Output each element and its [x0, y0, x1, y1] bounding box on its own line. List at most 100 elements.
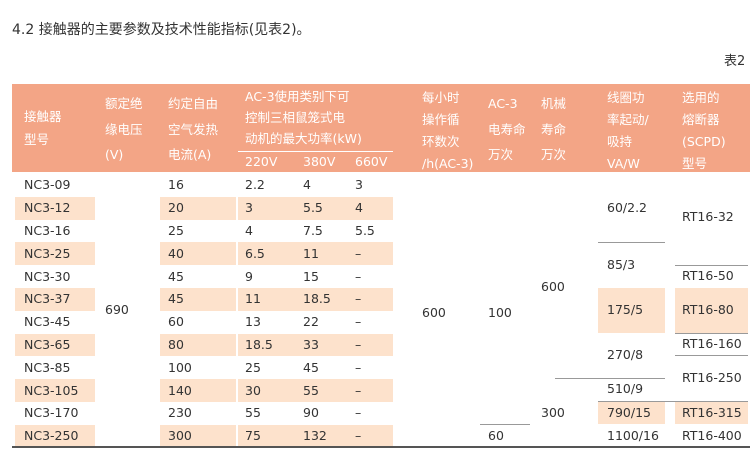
- column-header: 操作循: [422, 112, 460, 127]
- group-header: 控制三相鼠笼式电: [245, 110, 346, 125]
- cell: NC3-250: [24, 428, 79, 444]
- cell: NC3-25: [24, 245, 71, 261]
- row-shade: [238, 379, 393, 402]
- cell: 11: [245, 291, 261, 307]
- column-header: 环数次: [422, 134, 460, 149]
- cell: RT16-50: [682, 268, 734, 283]
- column-header: (V): [105, 147, 124, 162]
- row-shade: [15, 242, 95, 266]
- cell: RT16-32: [682, 209, 734, 224]
- row-shade: [160, 333, 236, 357]
- separator: [598, 242, 665, 243]
- row-shade: [238, 196, 393, 220]
- cell: 22: [303, 314, 319, 330]
- separator: [555, 378, 665, 379]
- cell: 20: [168, 200, 184, 216]
- separator: [675, 355, 748, 356]
- cell: 100: [168, 359, 192, 375]
- row-shade: [15, 288, 95, 311]
- cell: NC3-30: [24, 268, 71, 284]
- column-header: 万次: [488, 147, 514, 162]
- cell: 9: [245, 268, 253, 284]
- cell: 60/2.2: [607, 200, 647, 215]
- cell: RT16-250: [682, 370, 742, 385]
- cell: 4: [355, 200, 363, 216]
- row-shade: [238, 424, 393, 448]
- cell: RT16-315: [682, 405, 742, 421]
- column-header: (SCPD): [682, 134, 726, 149]
- column-header: 线圈功: [607, 90, 645, 105]
- cell: 90: [303, 405, 319, 421]
- cell: 1100/16: [607, 428, 659, 444]
- cell: 45: [168, 291, 184, 307]
- cell: 18.5: [303, 291, 331, 307]
- column-header: 万次: [541, 147, 567, 162]
- column-header: AC-3: [488, 96, 518, 111]
- column-header: 型号: [682, 156, 708, 171]
- column-header: VA/W: [607, 156, 640, 171]
- title: 4.2 接触器的主要参数及技术性能指标(见表2)。: [12, 22, 311, 38]
- cell: 40: [168, 245, 184, 261]
- cell: 60: [488, 428, 504, 444]
- cell: 7.5: [303, 223, 323, 238]
- cell: NC3-09: [24, 177, 71, 193]
- sub-header: 380V: [303, 154, 336, 169]
- cell: 300: [168, 428, 192, 444]
- cell: 3: [355, 177, 363, 193]
- row-shade: [15, 379, 95, 402]
- cell: 4: [245, 223, 253, 238]
- column-header: 约定自由: [168, 96, 219, 111]
- cell: 6.5: [245, 245, 265, 261]
- cell: 3: [245, 200, 253, 216]
- separator: [675, 265, 748, 266]
- cell: 25: [245, 359, 261, 375]
- sub-header: 660V: [355, 154, 388, 169]
- cell: 80: [168, 337, 184, 352]
- cell: NC3-65: [24, 337, 71, 352]
- header-band: [12, 84, 750, 172]
- cell: –: [355, 314, 362, 330]
- cell: 2.2: [245, 177, 265, 193]
- column-header: 接触器: [24, 109, 62, 124]
- bottom-rule: [12, 446, 750, 448]
- cell: NC3-12: [24, 200, 71, 216]
- row-shade: [15, 333, 95, 357]
- row-shade: [160, 288, 236, 311]
- cell: –: [355, 268, 362, 284]
- column-header: /h(AC-3): [422, 156, 474, 171]
- cell-shade: [675, 288, 748, 333]
- cell: –: [355, 428, 362, 444]
- column-header: 型号: [24, 132, 50, 147]
- cell: 140: [168, 382, 192, 398]
- row-shade: [160, 424, 236, 448]
- cell: 300: [541, 405, 565, 421]
- cell: NC3-105: [24, 382, 79, 398]
- cell: NC3-170: [24, 405, 79, 421]
- cell: 230: [168, 405, 192, 421]
- row-shade: [160, 196, 236, 220]
- column-header: 电流(A): [168, 147, 212, 162]
- cell: 790/15: [607, 405, 651, 421]
- cell: NC3-16: [24, 223, 71, 238]
- cell: 510/9: [607, 381, 644, 396]
- column-header: 空气发热: [168, 121, 219, 137]
- header-divider: [238, 151, 393, 152]
- cell: 13: [245, 314, 261, 330]
- row-shade: [238, 333, 393, 357]
- group-header: 动机的最大功率(kW): [245, 131, 362, 146]
- cell: 600: [541, 279, 565, 294]
- cell: 690: [105, 302, 129, 317]
- cell: 55: [245, 405, 261, 421]
- separator: [480, 424, 530, 425]
- column-header: 熔断器: [682, 112, 720, 127]
- column-header: 机械: [541, 96, 567, 111]
- cell: 15: [303, 268, 319, 284]
- cell: 100: [488, 305, 512, 320]
- cell: 45: [168, 268, 184, 284]
- column-header: 额定绝: [105, 96, 143, 111]
- cell: 18.5: [245, 337, 273, 352]
- cell: 600: [422, 305, 446, 320]
- sub-header: 220V: [245, 154, 278, 169]
- cell: 60: [168, 314, 184, 330]
- column-header: 寿命: [541, 121, 567, 137]
